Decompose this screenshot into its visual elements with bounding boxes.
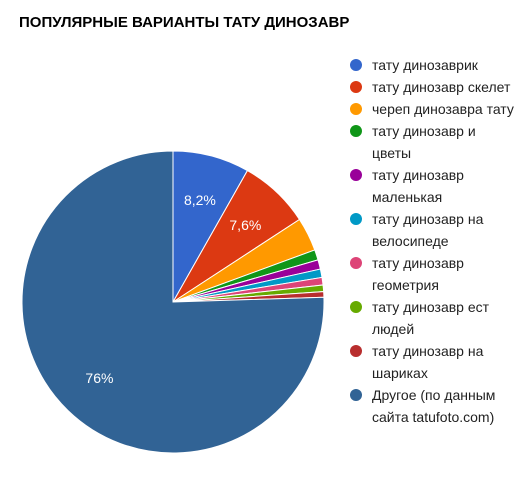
legend-label-8: тату динозавр ест людей: [372, 299, 490, 337]
legend-item-9[interactable]: тату динозавр на шариках: [346, 340, 524, 384]
legend-item-1[interactable]: тату динозаврик: [346, 54, 524, 76]
legend-swatch-9: [350, 345, 362, 357]
chart-title: ПОПУЛЯРНЫЕ ВАРИАНТЫ ТАТУ ДИНОЗАВР: [19, 14, 350, 31]
slice-data-label-2: 7,6%: [229, 217, 261, 233]
legend-item-3[interactable]: череп динозавра тату: [346, 98, 524, 120]
legend-swatch-1: [350, 59, 362, 71]
legend-label-7: тату динозавр геометрия: [372, 255, 464, 293]
legend-label-4: тату динозавр и цветы: [372, 123, 476, 161]
legend-label-3: череп динозавра тату: [372, 101, 514, 117]
legend-item-2[interactable]: тату динозавр скелет: [346, 76, 524, 98]
legend-swatch-8: [350, 301, 362, 313]
slice-data-label-1: 8,2%: [184, 192, 216, 208]
legend-label-2: тату динозавр скелет: [372, 79, 511, 95]
legend: тату динозаврик тату динозавр скелет череп…: [346, 54, 524, 428]
legend-label-5: тату динозавр маленькая: [372, 167, 464, 205]
legend-item-6[interactable]: тату динозавр на велосипеде: [346, 208, 524, 252]
legend-item-5[interactable]: тату динозавр маленькая: [346, 164, 524, 208]
legend-label-6: тату динозавр на велосипеде: [372, 211, 484, 249]
legend-swatch-7: [350, 257, 362, 269]
legend-label-10: Другое (по данным сайта tatufoto.com): [372, 387, 496, 425]
legend-item-4[interactable]: тату динозавр и цветы: [346, 120, 524, 164]
legend-swatch-6: [350, 213, 362, 225]
pie-slice-10: [21, 150, 325, 454]
pie-data-labels: 8,2% 7,6% 76%: [85, 192, 261, 386]
slice-data-label-10: 76%: [85, 370, 113, 386]
pie-slices: [21, 150, 325, 454]
legend-swatch-10: [350, 389, 362, 401]
legend-swatch-3: [350, 103, 362, 115]
legend-swatch-2: [350, 81, 362, 93]
legend-item-10[interactable]: Другое (по данным сайта tatufoto.com): [346, 384, 524, 428]
legend-item-8[interactable]: тату динозавр ест людей: [346, 296, 524, 340]
legend-label-9: тату динозавр на шариках: [372, 343, 484, 381]
legend-item-7[interactable]: тату динозавр геометрия: [346, 252, 524, 296]
legend-swatch-4: [350, 125, 362, 137]
legend-swatch-5: [350, 169, 362, 181]
legend-label-1: тату динозаврик: [372, 57, 478, 73]
